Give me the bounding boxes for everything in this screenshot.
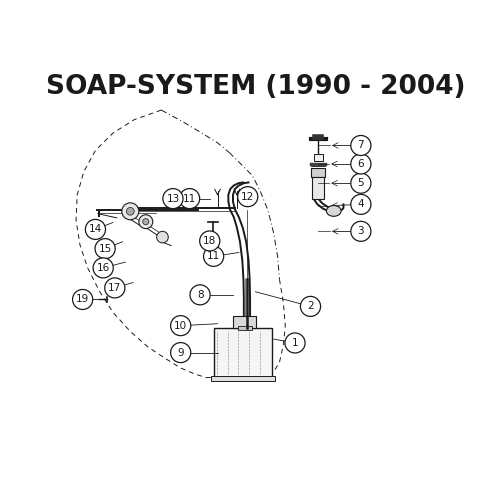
Text: 3: 3	[358, 226, 364, 236]
Text: 11: 11	[183, 194, 196, 203]
Circle shape	[104, 278, 125, 298]
Circle shape	[300, 296, 320, 316]
Circle shape	[351, 222, 371, 242]
Text: 7: 7	[358, 140, 364, 150]
Circle shape	[351, 154, 371, 174]
Text: 17: 17	[108, 283, 122, 293]
Circle shape	[139, 215, 153, 228]
Text: 9: 9	[178, 348, 184, 358]
Circle shape	[180, 188, 200, 208]
Circle shape	[285, 333, 305, 353]
Text: 5: 5	[358, 178, 364, 188]
Circle shape	[122, 203, 139, 220]
FancyBboxPatch shape	[238, 326, 252, 330]
Circle shape	[142, 218, 149, 225]
Circle shape	[163, 188, 183, 208]
Circle shape	[351, 194, 371, 214]
Ellipse shape	[326, 206, 341, 216]
FancyBboxPatch shape	[312, 168, 325, 177]
Circle shape	[156, 232, 168, 243]
Text: 1: 1	[292, 338, 298, 348]
Text: 14: 14	[89, 224, 102, 234]
Circle shape	[126, 208, 134, 215]
Circle shape	[351, 136, 371, 156]
Text: 6: 6	[358, 159, 364, 169]
Text: 2: 2	[307, 302, 314, 312]
Circle shape	[93, 258, 114, 278]
Text: SOAP-SYSTEM (1990 - 2004): SOAP-SYSTEM (1990 - 2004)	[46, 74, 466, 100]
FancyBboxPatch shape	[314, 154, 323, 161]
Text: 11: 11	[207, 252, 220, 262]
FancyBboxPatch shape	[210, 376, 275, 382]
Circle shape	[351, 173, 371, 193]
Circle shape	[204, 246, 224, 266]
FancyBboxPatch shape	[312, 178, 324, 199]
FancyBboxPatch shape	[233, 316, 256, 328]
Circle shape	[200, 231, 220, 251]
Circle shape	[86, 220, 105, 240]
Text: 4: 4	[358, 200, 364, 209]
Text: 18: 18	[203, 236, 216, 246]
Text: 16: 16	[96, 263, 110, 273]
Circle shape	[170, 316, 191, 336]
Text: 12: 12	[241, 192, 254, 202]
Circle shape	[238, 186, 258, 206]
FancyBboxPatch shape	[214, 328, 272, 378]
Circle shape	[190, 285, 210, 305]
Text: 15: 15	[98, 244, 112, 254]
Circle shape	[72, 290, 92, 310]
Circle shape	[170, 342, 191, 362]
Text: 13: 13	[166, 194, 179, 203]
Text: 19: 19	[76, 294, 90, 304]
Text: 8: 8	[197, 290, 203, 300]
Text: 10: 10	[174, 320, 187, 330]
Circle shape	[95, 238, 115, 258]
